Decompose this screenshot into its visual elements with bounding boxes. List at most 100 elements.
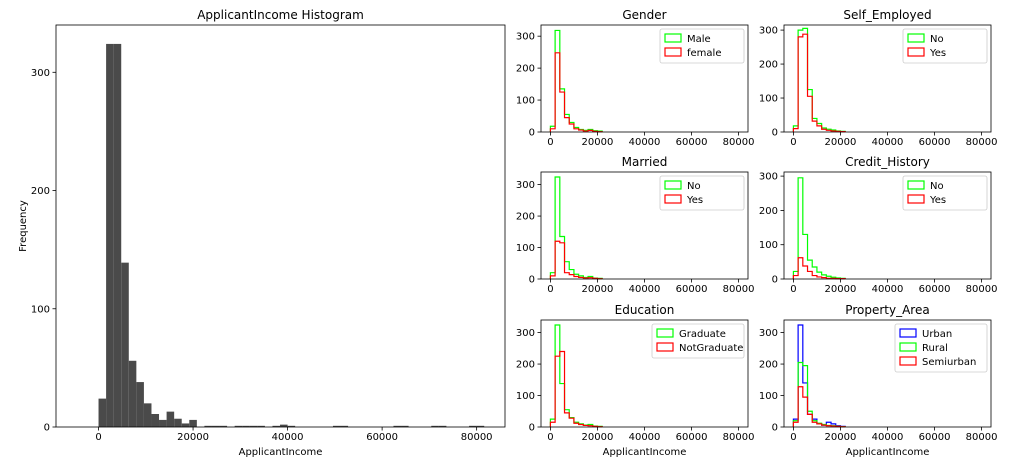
panel-gender-y-tick-label: 100 <box>516 96 535 107</box>
panel-married-y-tick-label: 100 <box>516 243 535 254</box>
panel-property-area-y-tick-label: 200 <box>759 360 778 371</box>
legend-swatch <box>899 356 917 366</box>
panel-self-employed-x-tick-label: 0 <box>790 137 796 148</box>
panel-credit-history-y-tick-label: 200 <box>759 206 778 217</box>
main-histogram-frame <box>55 24 506 428</box>
legend-swatch <box>664 180 682 190</box>
histogram-bar <box>340 425 349 427</box>
panel-gender-x-tick-label: 20000 <box>582 137 614 148</box>
step-series-no <box>792 27 846 132</box>
panel-credit-history-y-tick-label: 0 <box>772 275 778 286</box>
histogram-bar <box>280 424 288 427</box>
panel-property-area-x-tick-label: 0 <box>790 432 796 443</box>
panel-married: No Yes 0 20000 40000 60000 80000 0 100 200 300 Marr… <box>516 155 755 295</box>
panel-gender-x-tick-label: 60000 <box>676 137 708 148</box>
panel-property-area-x-axis-label: ApplicantIncome <box>846 447 930 458</box>
histogram-bar <box>166 411 175 427</box>
histogram-bar <box>332 425 341 427</box>
histogram-bar <box>431 425 439 427</box>
panel-gender-title: Gender <box>622 8 666 22</box>
legend-swatch <box>664 33 682 43</box>
panel-married-x-tick-label: 0 <box>547 284 553 295</box>
step-series-female <box>549 52 603 133</box>
legend-label: Graduate <box>679 329 726 340</box>
panel-education-y-tick-label: 300 <box>516 328 535 339</box>
panel-education-y-tick-label: 0 <box>529 423 535 434</box>
panel-married-y-tick-label: 0 <box>529 275 535 286</box>
panel-credit-history-y-tick-label: 100 <box>759 240 778 251</box>
panel-self-employed-title: Self_Employed <box>843 8 931 22</box>
panel-property-area-x-tick-label: 20000 <box>825 432 857 443</box>
panel-property-area-x-tick-label: 60000 <box>919 432 951 443</box>
histogram-bar <box>401 425 409 427</box>
histogram-bar <box>211 425 220 427</box>
main-histogram-y-tick-label: 300 <box>31 68 50 79</box>
step-series-no <box>549 176 603 279</box>
panel-property-area: Urban Rural Semiurban 0 20000 40000 60000 80000… <box>759 303 998 458</box>
panel-education-x-tick-label: 20000 <box>582 432 614 443</box>
panel-education-x-tick-label: 0 <box>547 432 553 443</box>
panel-self-employed: No Yes 0 20000 40000 60000 80000 0 100 200 300 Self… <box>759 8 998 148</box>
histogram-bar <box>249 425 258 427</box>
histogram-bar <box>98 398 107 427</box>
main-histogram-x-tick-label: 60000 <box>366 432 398 443</box>
panel-education-x-axis-label: ApplicantIncome <box>603 447 687 458</box>
main-histogram-x-tick-label: 80000 <box>461 432 493 443</box>
panel-education: Graduate NotGraduate 0 20000 40000 60000 80000… <box>516 303 755 458</box>
panel-property-area-y-tick-label: 100 <box>759 391 778 402</box>
histogram-bar <box>438 425 447 427</box>
step-series-semiurban <box>792 386 846 428</box>
panel-married-x-tick-label: 60000 <box>676 284 708 295</box>
panel-married-y-tick-label: 300 <box>516 180 535 191</box>
histogram-bar <box>204 425 212 427</box>
panel-self-employed-x-tick-label: 80000 <box>966 137 998 148</box>
main-histogram-y-tick-label: 200 <box>31 186 50 197</box>
panel-education-title: Education <box>615 303 675 317</box>
legend-swatch <box>664 194 682 204</box>
panel-self-employed-legend: No Yes <box>902 28 988 64</box>
legend-swatch <box>899 328 917 338</box>
legend-label: NotGraduate <box>679 343 743 354</box>
panel-credit-history-x-tick-label: 20000 <box>825 284 857 295</box>
panel-property-area-y-tick-label: 300 <box>759 328 778 339</box>
panel-self-employed-x-tick-label: 40000 <box>872 137 904 148</box>
main-histogram-x-tick-label: 20000 <box>177 432 209 443</box>
panel-gender-x-tick-label: 0 <box>547 137 553 148</box>
step-series-male <box>549 29 603 132</box>
legend-swatch <box>899 342 917 352</box>
panel-gender-x-tick-label: 40000 <box>629 137 661 148</box>
main-histogram-y-axis-label: Frequency <box>18 200 29 252</box>
histogram-bar <box>469 425 477 427</box>
step-series-urban <box>792 324 846 427</box>
histogram-bar <box>257 425 265 427</box>
step-series-yes <box>792 33 846 133</box>
legend-label: Rural <box>922 343 948 354</box>
legend-label: Urban <box>922 329 952 340</box>
panel-self-employed-x-tick-label: 60000 <box>919 137 951 148</box>
panel-property-area-legend: Urban Rural Semiurban <box>894 323 988 373</box>
histogram-bar <box>136 382 144 427</box>
step-series-rural <box>792 361 846 428</box>
panel-credit-history-y-tick-label: 300 <box>759 172 778 183</box>
panel-married-legend: No Yes <box>659 175 745 211</box>
panel-self-employed-y-tick-label: 0 <box>772 128 778 139</box>
histogram-bar <box>121 262 129 427</box>
legend-swatch <box>907 180 925 190</box>
histogram-bar <box>272 425 281 427</box>
legend-swatch <box>664 47 682 57</box>
histogram-bar <box>393 425 402 427</box>
panel-gender-y-tick-label: 300 <box>516 32 535 43</box>
panel-credit-history-x-tick-label: 80000 <box>966 284 998 295</box>
panel-property-area-x-tick-label: 40000 <box>872 432 904 443</box>
legend-label: Yes <box>929 48 946 59</box>
step-series-yes <box>792 257 846 280</box>
panel-married-x-tick-label: 80000 <box>723 284 755 295</box>
legend-swatch <box>907 194 925 204</box>
panel-gender-y-tick-label: 200 <box>516 64 535 75</box>
histogram-bar <box>287 425 296 427</box>
panel-credit-history-x-tick-label: 40000 <box>872 284 904 295</box>
panel-gender: Male female 0 20000 40000 60000 80000 0 100 200 30… <box>516 8 755 148</box>
legend-label: No <box>930 34 944 45</box>
legend-swatch <box>907 47 925 57</box>
